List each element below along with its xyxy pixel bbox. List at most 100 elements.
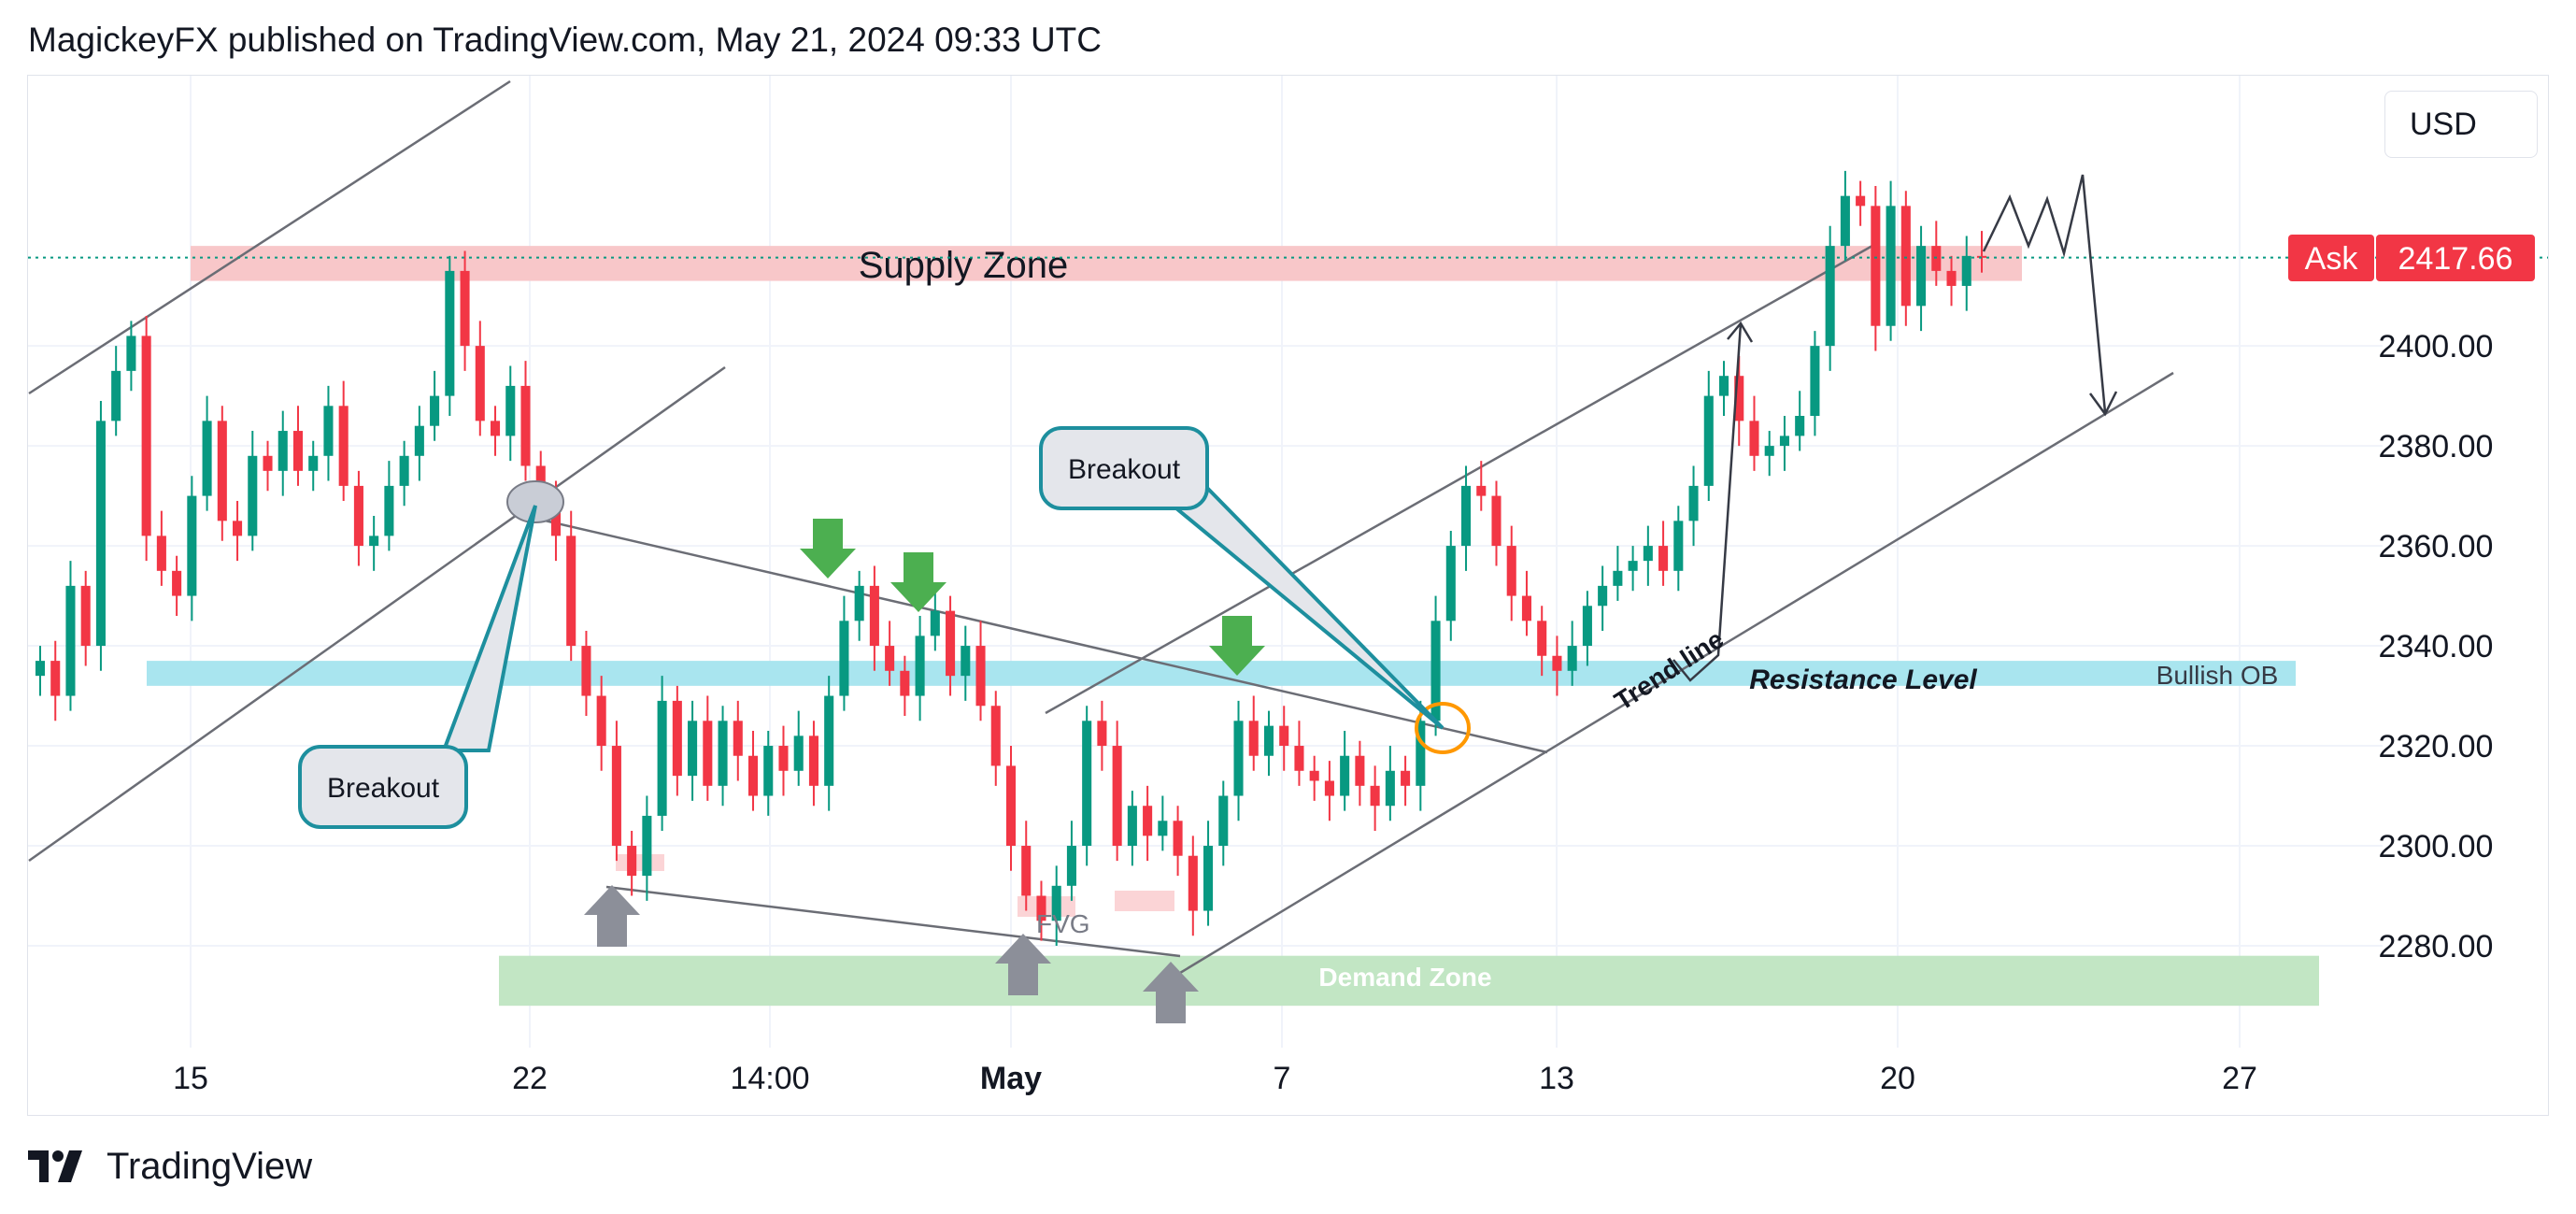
candlestick-chart[interactable]: Supply Zone Resistance Level Bullish OB Dem… — [28, 76, 2548, 1115]
breakout-callout-left: Breakout — [298, 505, 537, 829]
candle — [80, 585, 91, 647]
breakout-callout-right-box — [1039, 426, 1209, 510]
ask-value-tag — [2376, 235, 2535, 281]
x-tick-label: 13 — [1539, 1061, 1574, 1096]
candle — [1416, 721, 1426, 786]
candle — [1460, 485, 1472, 547]
candle — [1491, 495, 1501, 547]
candle — [1233, 721, 1244, 796]
candle — [1840, 195, 1850, 247]
breakout-circle-left — [506, 480, 564, 523]
candle — [1946, 270, 1957, 286]
currency-selector[interactable]: USD — [2384, 91, 2538, 158]
gray-up-arrow — [584, 885, 640, 947]
x-tick-label: May — [980, 1061, 1042, 1096]
candle — [520, 385, 531, 466]
supply-zone-label: Supply Zone — [859, 245, 1069, 286]
candle — [1658, 546, 1669, 571]
candle — [1005, 765, 1017, 847]
candle — [1552, 655, 1562, 671]
candle — [1779, 436, 1789, 447]
candle — [566, 536, 576, 647]
candle — [854, 585, 864, 621]
breakout-circle-right — [1415, 702, 1471, 754]
candle — [1036, 895, 1046, 921]
y-tick-label: 2360.00 — [2379, 529, 2494, 564]
candle — [1567, 646, 1577, 671]
candle — [1506, 546, 1516, 596]
candle — [733, 721, 743, 756]
fvg-box — [616, 854, 664, 871]
candles — [35, 170, 1987, 946]
candle — [1734, 376, 1744, 421]
candle — [156, 536, 166, 571]
candle — [1248, 721, 1259, 756]
y-axis: 2280.00 2300.00 2320.00 2340.00 2360.00 2380.… — [2379, 329, 2494, 964]
candle — [399, 455, 409, 486]
candle — [808, 736, 818, 786]
candle — [1430, 621, 1441, 721]
candle — [1218, 795, 1229, 847]
channel-line-lower-left — [28, 365, 726, 863]
ask-label: Ask — [2305, 241, 2359, 277]
y-tick-label: 2340.00 — [2379, 629, 2494, 664]
candle — [869, 585, 879, 647]
candle — [233, 521, 243, 536]
descending-trend-line — [519, 513, 1548, 754]
candle — [657, 700, 667, 816]
candle — [1718, 376, 1729, 396]
candle — [1886, 206, 1896, 326]
candle — [323, 406, 334, 456]
y-tick-label: 2300.00 — [2379, 829, 2494, 864]
resistance-level-label: Resistance Level — [1749, 664, 1977, 695]
candle — [1203, 846, 1214, 911]
candle — [793, 736, 804, 771]
chart-area[interactable]: Supply Zone Resistance Level Bullish OB Dem… — [27, 75, 2549, 1116]
candle — [35, 661, 46, 677]
candle — [1764, 446, 1774, 456]
green-down-arrow — [890, 552, 946, 612]
candle — [65, 585, 76, 696]
candle — [1598, 585, 1608, 607]
candle — [778, 746, 789, 771]
candle — [1582, 606, 1592, 647]
candle — [946, 610, 956, 677]
fvg-box — [1115, 891, 1174, 911]
ask-price-label: Ask 2417.66 — [2288, 235, 2535, 281]
candle — [263, 455, 273, 471]
breakout-callout-right-tail — [1167, 484, 1445, 730]
y-tick-label: 2320.00 — [2379, 729, 2494, 764]
rising-channel-lower — [1179, 371, 2174, 975]
candle — [915, 636, 925, 696]
candle — [990, 706, 1001, 766]
candle — [1355, 755, 1365, 786]
candle — [1871, 206, 1881, 326]
supply-zone — [191, 246, 2022, 281]
candle — [839, 621, 849, 696]
candle — [1066, 846, 1076, 886]
candle — [1051, 885, 1061, 921]
candle — [1097, 721, 1107, 747]
candle — [1279, 725, 1289, 747]
candle — [1021, 846, 1032, 896]
candle — [1188, 855, 1198, 911]
tradingview-brand: TradingView — [107, 1145, 313, 1187]
candle — [1900, 206, 1911, 307]
candle — [1643, 546, 1653, 562]
candle — [1916, 246, 1927, 307]
candle — [550, 500, 562, 536]
candle — [1385, 770, 1395, 807]
candle — [505, 385, 516, 436]
candle — [338, 406, 349, 486]
fvg-label: FVG — [1036, 909, 1090, 938]
candle — [50, 661, 61, 696]
candle — [961, 646, 971, 677]
candle — [1749, 421, 1759, 456]
candle — [141, 336, 151, 536]
candle — [1324, 780, 1334, 796]
candle — [672, 700, 682, 777]
up-projection-arrowhead — [1727, 321, 1754, 343]
candle — [308, 455, 319, 471]
candle — [824, 695, 834, 786]
